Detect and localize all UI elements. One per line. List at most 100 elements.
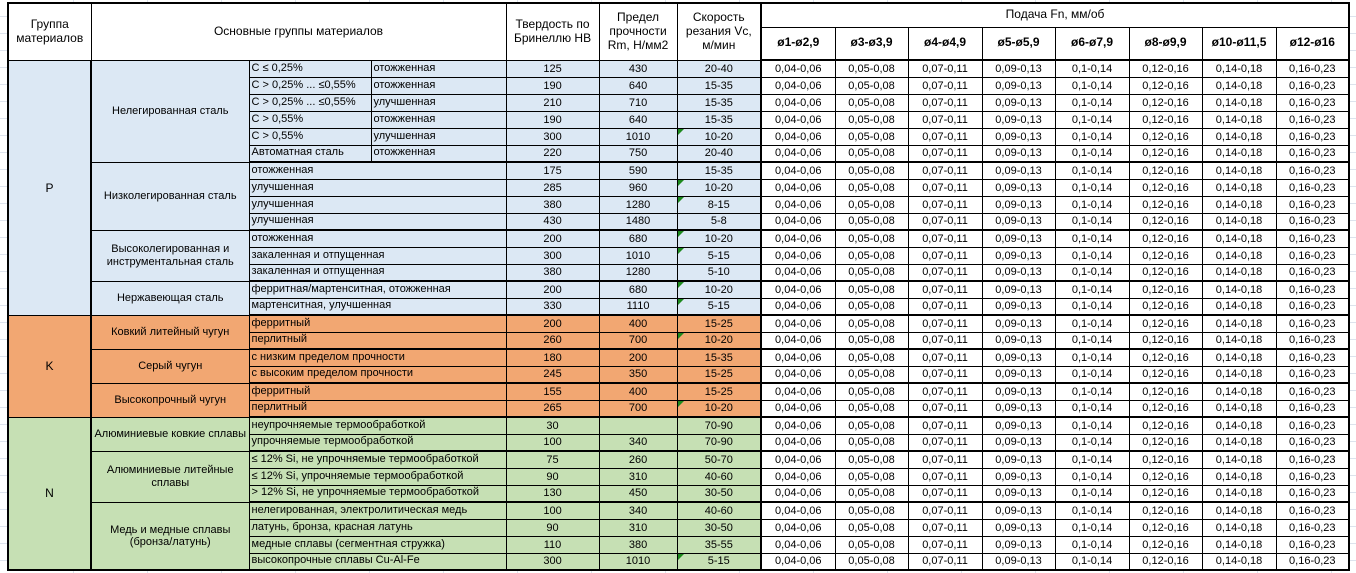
feed-value-cell[interactable]: 0,05-0,08 (834, 450, 909, 469)
feed-value-cell[interactable]: 0,1-0,14 (1054, 93, 1130, 112)
feed-value-cell[interactable]: 0,12-0,16 (1128, 76, 1203, 95)
material-condition-cell[interactable]: высокопрочные сплавы Cu-Al-Fe (248, 552, 507, 571)
material-group-name-cell[interactable]: Низколегированная сталь (90, 161, 250, 231)
material-group-name-cell[interactable]: Ковкий литейный чугун (90, 314, 250, 350)
feed-value-cell[interactable]: 0,1-0,14 (1054, 365, 1130, 384)
feed-value-cell[interactable]: 0,09-0,13 (981, 467, 1056, 486)
feed-value-cell[interactable]: 0,04-0,06 (760, 382, 836, 401)
feed-value-cell[interactable]: 0,16-0,23 (1275, 501, 1350, 520)
feed-value-cell[interactable]: 0,04-0,06 (760, 433, 836, 452)
feed-value-cell[interactable]: 0,07-0,11 (907, 59, 983, 78)
feed-value-cell[interactable]: 0,12-0,16 (1128, 144, 1203, 163)
feed-value-cell[interactable]: 0,1-0,14 (1054, 314, 1130, 333)
hardness-cell[interactable]: 285 (505, 178, 600, 197)
strength-cell[interactable]: 1010 (598, 246, 678, 265)
strength-cell[interactable]: 260 (598, 450, 678, 469)
feed-value-cell[interactable]: 0,09-0,13 (981, 229, 1056, 248)
feed-value-cell[interactable]: 0,1-0,14 (1054, 263, 1130, 282)
feed-value-cell[interactable]: 0,04-0,06 (760, 246, 836, 265)
feed-value-cell[interactable]: 0,04-0,06 (760, 552, 836, 571)
feed-value-cell[interactable]: 0,12-0,16 (1128, 382, 1203, 401)
feed-value-cell[interactable]: 0,07-0,11 (907, 518, 983, 537)
feed-value-cell[interactable]: 0,05-0,08 (834, 93, 909, 112)
feed-value-cell[interactable]: 0,16-0,23 (1275, 161, 1350, 180)
feed-value-cell[interactable]: 0,09-0,13 (981, 433, 1056, 452)
material-group-name-cell[interactable]: Высокопрочный чугун (90, 382, 250, 418)
feed-value-cell[interactable]: 0,05-0,08 (834, 195, 909, 214)
material-condition-cell[interactable]: нелегированная, электролитическая медь (248, 501, 507, 520)
feed-value-cell[interactable]: 0,16-0,23 (1275, 552, 1350, 571)
feed-value-cell[interactable]: 0,16-0,23 (1275, 348, 1350, 367)
material-condition-cell[interactable]: ≤ 12% Si, не упрочняемые термообработкой (248, 450, 507, 469)
feed-value-cell[interactable]: 0,09-0,13 (981, 110, 1056, 129)
feed-value-cell[interactable]: 0,12-0,16 (1128, 331, 1203, 350)
material-condition-cell[interactable]: ферритный (248, 382, 507, 401)
feed-value-cell[interactable]: 0,16-0,23 (1275, 178, 1350, 197)
cutting-speed-cell[interactable]: 30-50 (676, 484, 762, 503)
feed-value-cell[interactable]: 0,1-0,14 (1054, 195, 1130, 214)
feed-value-cell[interactable]: 0,14-0,18 (1201, 76, 1277, 95)
material-group-name-cell[interactable]: Высоколегированная и инструментальная ст… (90, 229, 250, 282)
header-feed-diameter-4[interactable]: ø6-ø7,9 (1054, 26, 1130, 61)
feed-value-cell[interactable]: 0,14-0,18 (1201, 399, 1277, 418)
header-cutting-speed[interactable]: Скорость резания Vc, м/мин (676, 2, 762, 61)
material-condition-cell[interactable]: улучшенная (248, 212, 507, 231)
feed-value-cell[interactable]: 0,16-0,23 (1275, 416, 1350, 435)
feed-value-cell[interactable]: 0,04-0,06 (760, 127, 836, 146)
feed-value-cell[interactable]: 0,07-0,11 (907, 382, 983, 401)
header-feed-diameter-0[interactable]: ø1-ø2,9 (760, 26, 836, 61)
hardness-cell[interactable]: 200 (505, 314, 600, 333)
feed-value-cell[interactable]: 0,07-0,11 (907, 467, 983, 486)
material-condition-cell[interactable]: отожженная (248, 229, 507, 248)
strength-cell[interactable]: 200 (598, 348, 678, 367)
feed-value-cell[interactable]: 0,16-0,23 (1275, 212, 1350, 231)
feed-value-cell[interactable]: 0,07-0,11 (907, 484, 983, 503)
header-feed-diameter-3[interactable]: ø5-ø5,9 (981, 26, 1056, 61)
feed-value-cell[interactable]: 0,12-0,16 (1128, 280, 1203, 299)
feed-value-cell[interactable]: 0,07-0,11 (907, 433, 983, 452)
cutting-speed-cell[interactable]: 35-55 (676, 535, 762, 554)
cutting-speed-cell[interactable]: 15-35 (676, 110, 762, 129)
feed-value-cell[interactable]: 0,07-0,11 (907, 229, 983, 248)
feed-value-cell[interactable]: 0,04-0,06 (760, 144, 836, 163)
hardness-cell[interactable]: 330 (505, 297, 600, 316)
feed-value-cell[interactable]: 0,1-0,14 (1054, 178, 1130, 197)
strength-cell[interactable]: 450 (598, 484, 678, 503)
feed-value-cell[interactable]: 0,12-0,16 (1128, 229, 1203, 248)
material-condition-cell[interactable]: > 12% Si, не упрочняемые термообработкой (248, 484, 507, 503)
feed-value-cell[interactable]: 0,09-0,13 (981, 76, 1056, 95)
hardness-cell[interactable]: 380 (505, 263, 600, 282)
feed-value-cell[interactable]: 0,07-0,11 (907, 195, 983, 214)
header-feed-diameter-5[interactable]: ø8-ø9,9 (1128, 26, 1203, 61)
strength-cell[interactable]: 1480 (598, 212, 678, 231)
feed-value-cell[interactable]: 0,09-0,13 (981, 416, 1056, 435)
cutting-speed-cell[interactable]: 10-20 (676, 399, 762, 418)
feed-value-cell[interactable]: 0,07-0,11 (907, 212, 983, 231)
strength-cell[interactable]: 700 (598, 399, 678, 418)
feed-value-cell[interactable]: 0,05-0,08 (834, 348, 909, 367)
hardness-cell[interactable]: 100 (505, 433, 600, 452)
feed-value-cell[interactable]: 0,14-0,18 (1201, 195, 1277, 214)
feed-value-cell[interactable]: 0,09-0,13 (981, 552, 1056, 571)
feed-value-cell[interactable]: 0,04-0,06 (760, 535, 836, 554)
material-condition-cell[interactable]: ≤ 12% Si, упрочняемые термообработкой (248, 467, 507, 486)
feed-value-cell[interactable]: 0,05-0,08 (834, 484, 909, 503)
feed-value-cell[interactable]: 0,1-0,14 (1054, 127, 1130, 146)
feed-value-cell[interactable]: 0,05-0,08 (834, 467, 909, 486)
cutting-speed-cell[interactable]: 8-15 (676, 195, 762, 214)
feed-value-cell[interactable]: 0,05-0,08 (834, 552, 909, 571)
material-condition-cell[interactable]: отожженная (370, 76, 507, 95)
strength-cell[interactable]: 310 (598, 467, 678, 486)
strength-cell[interactable] (598, 416, 678, 435)
strength-cell[interactable]: 380 (598, 535, 678, 554)
feed-value-cell[interactable]: 0,05-0,08 (834, 365, 909, 384)
feed-value-cell[interactable]: 0,04-0,06 (760, 331, 836, 350)
feed-value-cell[interactable]: 0,05-0,08 (834, 161, 909, 180)
feed-value-cell[interactable]: 0,07-0,11 (907, 246, 983, 265)
material-group-name-cell[interactable]: Алюминиевые литейные сплавы (90, 450, 250, 503)
feed-value-cell[interactable]: 0,1-0,14 (1054, 246, 1130, 265)
hardness-cell[interactable]: 190 (505, 110, 600, 129)
feed-value-cell[interactable]: 0,16-0,23 (1275, 59, 1350, 78)
strength-cell[interactable]: 680 (598, 280, 678, 299)
feed-value-cell[interactable]: 0,16-0,23 (1275, 518, 1350, 537)
